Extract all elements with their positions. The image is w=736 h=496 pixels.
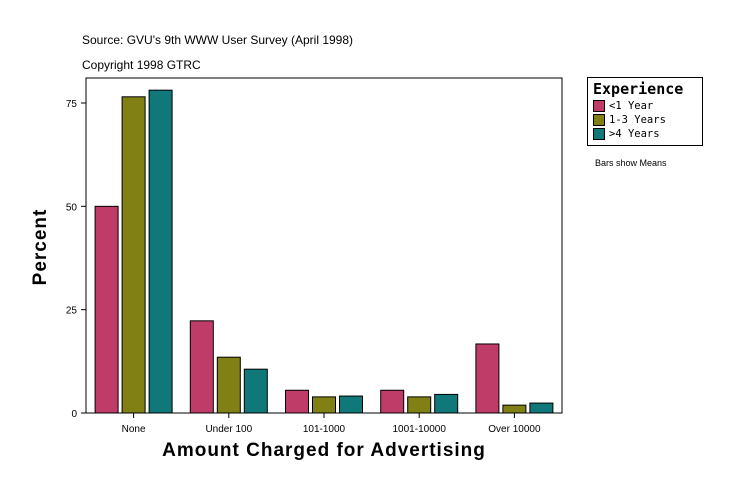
- y-tick-label: 0: [71, 409, 77, 420]
- bar: [148, 89, 173, 414]
- bars-note: Bars show Means: [595, 158, 667, 168]
- y-tick-label: 75: [66, 99, 78, 110]
- source-text: Source: GVU's 9th WWW User Survey (April…: [82, 33, 354, 47]
- bar: [529, 402, 554, 414]
- bar: [312, 396, 336, 414]
- bar: [339, 395, 363, 414]
- y-tick-label: 25: [66, 306, 78, 317]
- bar: [216, 356, 241, 414]
- bar: [502, 404, 527, 414]
- x-tick-label: Under 100: [205, 424, 252, 435]
- legend: Experience <1 Year 1-3 Years >4 Years: [587, 77, 703, 146]
- x-tick-label: 1001-10000: [393, 424, 447, 435]
- legend-label: <1 Year: [609, 100, 654, 112]
- y-tick-label: 50: [66, 202, 78, 213]
- legend-item: <1 Year: [593, 100, 653, 112]
- legend-label: >4 Years: [609, 128, 660, 140]
- legend-item: 1-3 Years: [593, 114, 666, 126]
- bar: [243, 368, 268, 414]
- bar: [434, 393, 459, 414]
- legend-label: 1-3 Years: [609, 114, 666, 126]
- legend-item: >4 Years: [593, 128, 660, 140]
- x-tick-label: Over 10000: [488, 424, 541, 435]
- bar: [94, 205, 119, 414]
- legend-swatch: [593, 100, 605, 112]
- x-tick-label: None: [122, 424, 146, 435]
- legend-swatch: [593, 128, 605, 140]
- bar: [380, 389, 405, 414]
- bar: [121, 96, 146, 414]
- copyright-text: Copyright 1998 GTRC: [82, 58, 201, 72]
- legend-swatch: [593, 114, 605, 126]
- bar: [189, 320, 214, 414]
- legend-title: Experience: [593, 80, 684, 98]
- bar: [407, 396, 432, 414]
- x-tick-label: 101-1000: [303, 424, 346, 435]
- y-axis-label: Percent: [30, 208, 51, 286]
- bar: [285, 389, 309, 414]
- x-axis-label: Amount Charged for Advertising: [162, 440, 486, 461]
- bar: [475, 343, 500, 414]
